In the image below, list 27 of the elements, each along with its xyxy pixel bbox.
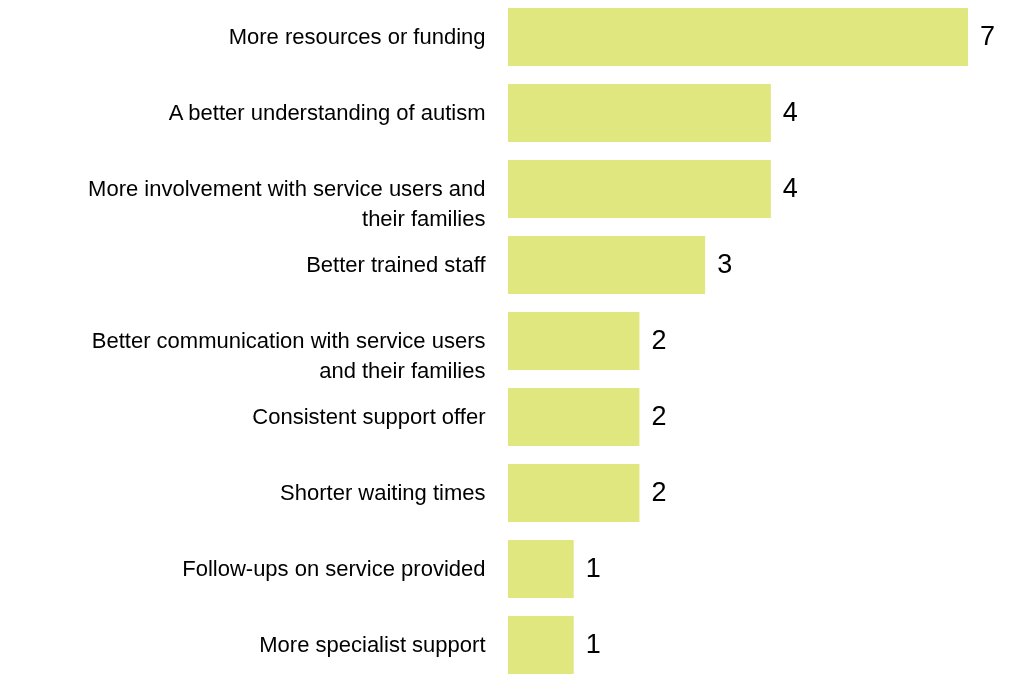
bar: [508, 387, 640, 447]
data-label: 4: [782, 97, 798, 127]
bar: [508, 159, 771, 219]
y-tick-label: More resources or funding: [228, 24, 486, 49]
data-label: 3: [717, 249, 733, 279]
data-label: 1: [585, 629, 601, 659]
data-label: 4: [782, 173, 798, 203]
y-tick-label: More involvement with service users and their families: [88, 176, 486, 231]
y-tick-label: Better trained staff: [306, 252, 487, 277]
data-label: 2: [651, 401, 667, 431]
bar: [508, 311, 640, 371]
bar: [508, 83, 771, 143]
bar: [508, 7, 968, 67]
data-label: 1: [585, 553, 601, 583]
bar: [508, 235, 706, 295]
bar: [508, 615, 574, 675]
data-label: 2: [651, 477, 667, 507]
bar: [508, 463, 640, 523]
data-label: 7: [980, 21, 996, 51]
y-tick-label: Consistent support offer: [252, 404, 486, 429]
y-tick-label: Shorter waiting times: [280, 480, 486, 505]
y-tick-label: Follow-ups on service provided: [182, 556, 486, 581]
y-tick-label: Better communication with service users and their families: [91, 328, 486, 383]
data-label: 2: [651, 325, 667, 355]
y-tick-label: More specialist support: [259, 632, 486, 657]
bar: [508, 539, 574, 599]
y-tick-label: A better understanding of autism: [168, 100, 486, 125]
